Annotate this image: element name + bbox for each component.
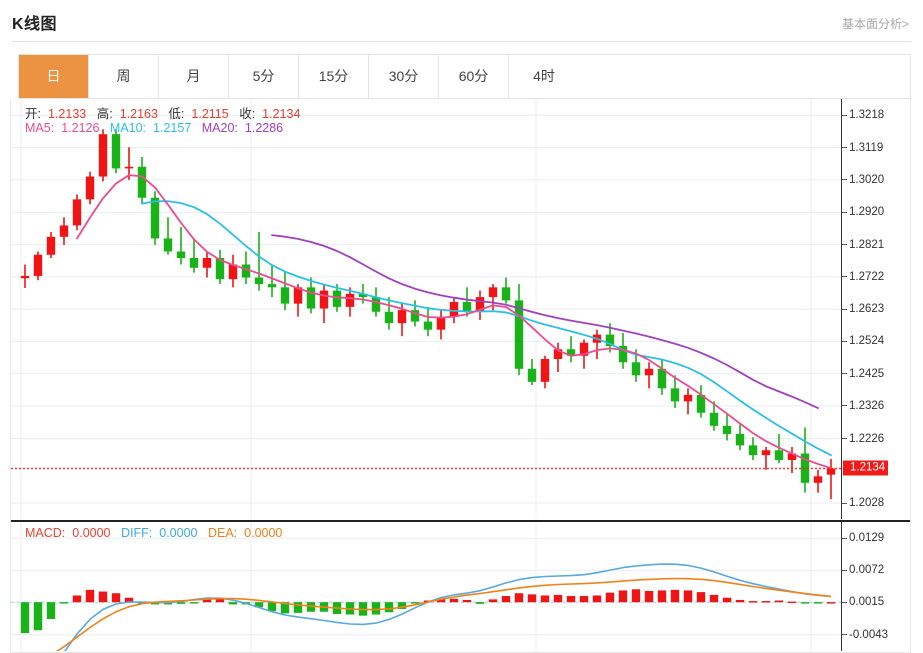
period-tab-2[interactable]: 月	[159, 55, 229, 98]
tabbar-filler	[568, 54, 911, 99]
price-tick-8: 1.2425	[842, 368, 884, 380]
high-label: 高:	[96, 107, 113, 121]
period-tab-4[interactable]: 15分	[299, 55, 369, 98]
period-tab-0[interactable]: 日	[19, 55, 89, 98]
page-header: K线图 基本面分析>	[0, 0, 923, 42]
ma5-value: 1.2126	[61, 121, 100, 135]
macd-label: MACD:	[25, 526, 66, 540]
price-tick-1: 1.3119	[842, 142, 883, 154]
macd-legend: MACD: 0.0000 DIFF: 0.0000 DEA: 0.0000	[25, 526, 289, 540]
price-tick-9: 1.2326	[842, 400, 884, 412]
price-tick-7: 1.2524	[842, 335, 884, 347]
close-label: 收:	[239, 107, 256, 121]
price-tick-3: 1.2920	[842, 206, 884, 218]
dea-label: DEA:	[207, 526, 238, 540]
ma10-label: MA10:	[109, 121, 147, 135]
period-tabbar[interactable]: 日周月 5分 15分 30分 60分 4时	[18, 54, 580, 99]
price-tick-5: 1.2722	[842, 271, 884, 283]
macd-panel: MACD: 0.0000 DIFF: 0.0000 DEA: 0.0000 0.012…	[11, 520, 910, 651]
ma5-label: MA5:	[25, 121, 55, 135]
macd-axis: 0.0129 0.0072 0.0015 -0.0043	[841, 522, 910, 651]
period-tab-3[interactable]: 5分	[229, 55, 299, 98]
ma20-value: 1.2286	[244, 121, 284, 135]
price-axis: 1.3218 1.3119 1.3020 1.2920 1.2821 1.2722 1.26…	[841, 99, 910, 519]
open-value: 1.2133	[47, 107, 87, 121]
period-tab-1[interactable]: 周	[89, 55, 159, 98]
header-divider	[12, 41, 911, 42]
macd-tick-3: -0.0043	[842, 629, 888, 641]
candlestick-svg	[11, 99, 841, 519]
diff-label: DIFF:	[121, 526, 153, 540]
price-tick-0: 1.3218	[842, 109, 884, 121]
ma20-label: MA20:	[201, 121, 238, 135]
price-plot	[11, 99, 841, 519]
price-tick-4: 1.2821	[842, 239, 884, 251]
low-value: 1.2115	[191, 107, 229, 121]
macd-tick-0: 0.0129	[842, 532, 884, 544]
period-tab-5[interactable]: 30分	[369, 55, 439, 98]
macd-value: 0.0000	[72, 526, 111, 540]
current-price-badge: 1.2134	[843, 460, 889, 476]
fundamental-analysis-link[interactable]: 基本面分析>	[841, 17, 909, 31]
page-title: K线图	[12, 16, 58, 33]
open-label: 开:	[25, 107, 41, 121]
macd-svg	[11, 522, 841, 651]
close-value: 1.2134	[262, 107, 301, 121]
diff-value: 0.0000	[159, 526, 198, 540]
price-tick-10: 1.2226	[842, 433, 884, 445]
period-tab-7[interactable]: 4时	[509, 55, 579, 98]
dea-value: 0.0000	[244, 526, 283, 540]
ohlc-legend: 开: 1.2133 高: 1.2163 低: 1.2115 收: 1.2134	[25, 103, 307, 122]
price-tick-6: 1.2623	[842, 303, 884, 315]
chart-container: 开: 1.2133 高: 1.2163 低: 1.2115 收: 1.2134 MA5:…	[10, 99, 911, 653]
price-tick-11: 1.2028	[842, 497, 884, 509]
price-panel: 开: 1.2133 高: 1.2163 低: 1.2115 收: 1.2134 MA5:…	[11, 99, 910, 519]
ma10-value: 1.2157	[153, 121, 192, 135]
macd-tick-2: 0.0015	[842, 596, 884, 608]
macd-plot	[11, 522, 841, 651]
ma-legend: MA5: 1.2126 MA10: 1.2157 MA20: 1.2286	[25, 121, 290, 135]
high-value: 1.2163	[119, 107, 158, 121]
period-tab-6[interactable]: 60分	[439, 55, 509, 98]
low-label: 低:	[168, 107, 185, 121]
macd-tick-1: 0.0072	[842, 564, 884, 576]
price-tick-2: 1.3020	[842, 174, 884, 186]
